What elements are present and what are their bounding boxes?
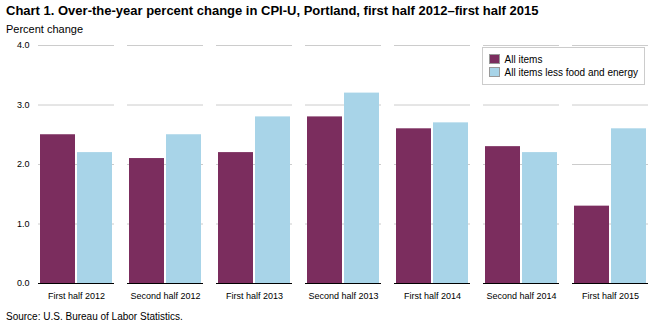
svg-text:Second half 2014: Second half 2014: [486, 290, 556, 300]
svg-text:Second half 2013: Second half 2013: [308, 290, 378, 300]
svg-text:Second half 2012: Second half 2012: [130, 290, 200, 300]
html-text:All items: All items: [504, 53, 543, 65]
svg-text:2.0: 2.0: [17, 159, 30, 169]
svg-text:First half 2012: First half 2012: [48, 290, 105, 300]
html-text:Percent change: Percent change: [6, 22, 84, 35]
html-text:Chart 1. Over-the-year percent: Chart 1. Over-the-year percent change in…: [6, 3, 539, 18]
svg-text:0.0: 0.0: [17, 278, 30, 288]
svg-text:3.0: 3.0: [17, 99, 30, 109]
html-text:Source: U.S. Bureau of Labor S: Source: U.S. Bureau of Labor Statistics.: [6, 310, 183, 322]
svg-text:First half 2015: First half 2015: [582, 290, 639, 300]
svg-text:4.0: 4.0: [17, 40, 30, 50]
svg-text:1.0: 1.0: [17, 218, 30, 228]
svg-text:First half 2014: First half 2014: [404, 290, 461, 300]
svg-text:First half 2013: First half 2013: [226, 290, 283, 300]
html-text:All items less food and energy: All items less food and energy: [504, 66, 638, 78]
